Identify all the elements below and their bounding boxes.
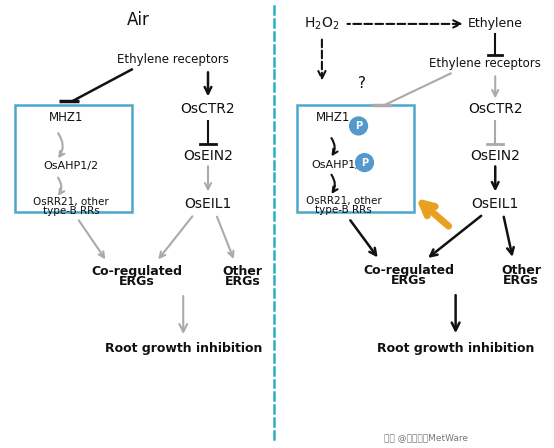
Text: OsAHP1/2: OsAHP1/2	[311, 159, 366, 170]
Text: OsRR21, other: OsRR21, other	[33, 197, 109, 207]
Text: OsCTR2: OsCTR2	[468, 102, 522, 116]
Circle shape	[350, 117, 367, 135]
Text: OsEIL1: OsEIL1	[184, 197, 232, 211]
Text: Ethylene: Ethylene	[468, 17, 522, 30]
Text: type-B RRs: type-B RRs	[315, 205, 372, 215]
Text: OsAHP1/2: OsAHP1/2	[44, 160, 99, 171]
Text: OsCTR2: OsCTR2	[181, 102, 235, 116]
Text: P: P	[355, 121, 362, 131]
Text: Co-regulated: Co-regulated	[363, 264, 455, 277]
Text: Root growth inhibition: Root growth inhibition	[377, 342, 534, 355]
Bar	[297, 105, 414, 212]
Text: OsEIN2: OsEIN2	[183, 149, 233, 163]
Text: MHZ1: MHZ1	[49, 111, 84, 124]
Text: OsEIL1: OsEIL1	[471, 197, 519, 211]
Text: Co-regulated: Co-regulated	[91, 265, 182, 278]
Text: type-B RRs: type-B RRs	[43, 206, 100, 216]
Text: Root growth inhibition: Root growth inhibition	[105, 342, 262, 355]
Text: Other: Other	[501, 264, 541, 277]
Text: Ethylene receptors: Ethylene receptors	[117, 53, 229, 66]
Text: Air: Air	[127, 11, 150, 29]
Text: ?: ?	[357, 76, 366, 91]
Text: ERGs: ERGs	[503, 274, 539, 287]
Text: ERGs: ERGs	[119, 275, 155, 288]
Bar	[15, 105, 132, 212]
Text: Ethylene receptors: Ethylene receptors	[429, 57, 541, 70]
Text: P: P	[361, 158, 368, 168]
Text: OsEIN2: OsEIN2	[470, 149, 520, 163]
Text: ERGs: ERGs	[391, 274, 427, 287]
Circle shape	[356, 154, 373, 172]
Text: Other: Other	[223, 265, 263, 278]
Text: MHZ1: MHZ1	[316, 111, 350, 124]
Text: ERGs: ERGs	[225, 275, 260, 288]
Text: $\mathregular{H_2O_2}$: $\mathregular{H_2O_2}$	[304, 16, 340, 32]
Text: OsRR21, other: OsRR21, other	[306, 196, 382, 206]
Text: 知乎 @迈维代谢MetWare: 知乎 @迈维代谢MetWare	[384, 434, 468, 443]
